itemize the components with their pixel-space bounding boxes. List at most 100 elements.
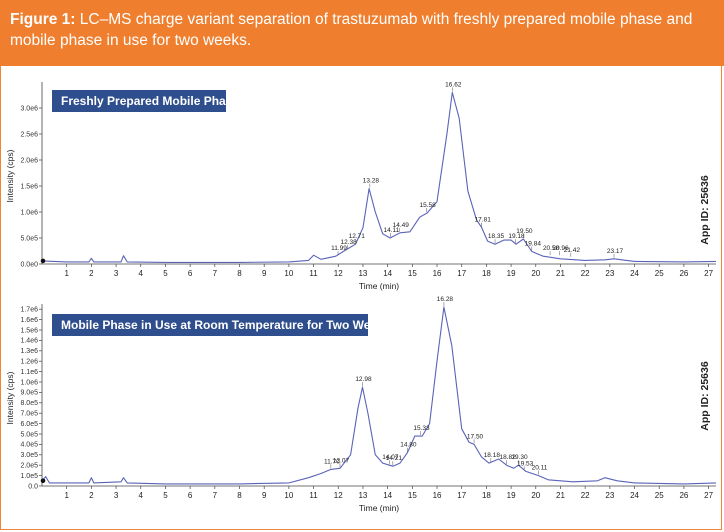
- peak-label: 20.96: [552, 245, 569, 252]
- y-axis-title: Intensity (cps): [5, 149, 15, 202]
- y-tick-label: 6.0e5: [20, 421, 38, 428]
- x-tick-label: 25: [655, 491, 664, 500]
- y-tick-label: 5.0e5: [20, 431, 38, 438]
- peak-label: 16.28: [437, 296, 454, 303]
- x-tick-label: 20: [531, 269, 540, 278]
- x-tick-label: 4: [139, 491, 144, 500]
- x-tick-label: 22: [581, 491, 590, 500]
- peak-label: 14.80: [400, 442, 417, 449]
- x-tick-label: 19: [507, 491, 516, 500]
- x-tick-label: 23: [605, 491, 614, 500]
- peak-label: 17.50: [467, 433, 484, 440]
- y-tick-label: 1.3e6: [20, 348, 38, 355]
- x-tick-label: 18: [482, 269, 491, 278]
- peak-label: 15.58: [420, 202, 437, 209]
- x-tick-label: 21: [556, 269, 565, 278]
- x-tick-label: 9: [262, 491, 267, 500]
- peak-label: 19.53: [517, 460, 534, 467]
- x-tick-label: 12: [334, 491, 343, 500]
- peak-label: 19.18: [508, 233, 525, 240]
- x-tick-label: 9: [262, 269, 267, 278]
- x-tick-label: 27: [704, 269, 713, 278]
- peak-label: 19.50: [516, 228, 533, 235]
- x-tick-label: 21: [556, 491, 565, 500]
- y-tick-label: 1.5e6: [20, 183, 38, 190]
- peak-label: 14.21: [386, 455, 403, 462]
- peak-label: 19.30: [511, 454, 528, 461]
- peak-label: 20.58: [543, 245, 560, 252]
- y-tick-label: 0.0e0: [20, 261, 38, 268]
- x-tick-label: 26: [679, 269, 688, 278]
- x-tick-label: 1: [64, 269, 69, 278]
- x-tick-label: 4: [139, 269, 144, 278]
- caption-text: LC–MS charge variant separation of trast…: [10, 11, 693, 49]
- peak-label: 12.71: [349, 233, 366, 240]
- y-tick-label: 1.5e6: [20, 327, 38, 334]
- x-tick-label: 8: [237, 491, 242, 500]
- panel-title: Freshly Prepared Mobile Phase: [61, 94, 239, 108]
- x-tick-label: 1: [64, 491, 69, 500]
- y-tick-label: 2.5e6: [20, 131, 38, 138]
- x-tick-label: 17: [457, 269, 466, 278]
- x-tick-label: 24: [630, 269, 639, 278]
- x-tick-label: 22: [581, 269, 590, 278]
- x-tick-label: 7: [213, 491, 218, 500]
- figure-label: Figure 1:: [10, 11, 76, 28]
- peak-label: 11.99: [331, 245, 347, 252]
- chart-two-week-mobile-phase: 0.0 1.0e5 2.0e5 3.0e5 4.0e5 5.0e5 6.0e5 7.0e5 8.…: [5, 296, 717, 513]
- y-tick-label: 1.0e6: [20, 379, 38, 386]
- peak-label: 12.07: [333, 457, 350, 464]
- x-tick-label: 6: [188, 491, 193, 500]
- y-tick-label: 3.0e5: [20, 452, 38, 459]
- peak-label: 21.42: [564, 247, 581, 254]
- y-tick-label: 4.0e5: [20, 442, 38, 449]
- peak-label: 15.33: [413, 425, 430, 432]
- x-axis-title: Time (min): [359, 281, 399, 291]
- peak-label: 19.84: [525, 241, 542, 248]
- x-tick-label: 13: [358, 269, 367, 278]
- x-tick-label: 3: [114, 269, 119, 278]
- x-tick-label: 17: [457, 491, 466, 500]
- x-tick-label: 8: [237, 269, 242, 278]
- peak-label: 17.81: [475, 217, 492, 224]
- y-tick-label: 3.0e6: [20, 105, 38, 112]
- x-tick-label: 5: [163, 269, 168, 278]
- x-tick-label: 12: [334, 269, 343, 278]
- y-tick-label: 0.0: [28, 483, 38, 490]
- x-tick-label: 11: [309, 269, 318, 278]
- x-tick-label: 11: [309, 491, 318, 500]
- x-tick-label: 25: [655, 269, 664, 278]
- app-id-label: App ID: 25636: [699, 361, 711, 431]
- chromatogram-trace: [41, 306, 717, 485]
- y-tick-label: 2.0e6: [20, 157, 38, 164]
- x-axis-title: Time (min): [359, 503, 399, 513]
- x-tick-label: 10: [284, 491, 293, 500]
- peak-label: 11.70: [324, 458, 340, 465]
- x-tick-label: 7: [213, 269, 218, 278]
- x-tick-label: 20: [531, 491, 540, 500]
- x-tick-label: 3: [114, 491, 119, 500]
- y-axis-title: Intensity (cps): [5, 371, 15, 424]
- y-tick-label: 2.0e5: [20, 463, 38, 470]
- y-tick-label: 1.1e6: [20, 369, 38, 376]
- y-tick-label: 9.0e5: [20, 390, 38, 397]
- peak-label: 12.38: [341, 239, 358, 246]
- y-tick-label: 1.0e5: [20, 473, 38, 480]
- peak-label: 16.62: [445, 81, 462, 88]
- y-tick-label: 1.7e6: [20, 307, 38, 314]
- peak-label: 13.28: [363, 178, 380, 185]
- peak-label: 18.18: [484, 452, 501, 459]
- x-tick-label: 2: [89, 269, 94, 278]
- panel-label-box: [52, 90, 226, 112]
- x-tick-label: 5: [163, 491, 168, 500]
- peak-label: 23.17: [607, 248, 624, 255]
- x-tick-label: 16: [433, 269, 442, 278]
- start-marker: [40, 258, 46, 264]
- y-tick-label: 1.6e6: [20, 317, 38, 324]
- start-marker: [40, 478, 46, 484]
- y-tick-label: 1.0e6: [20, 209, 38, 216]
- peak-label: 18.82: [499, 454, 516, 461]
- x-tick-label: 6: [188, 269, 193, 278]
- peak-label: 14.11: [383, 227, 399, 234]
